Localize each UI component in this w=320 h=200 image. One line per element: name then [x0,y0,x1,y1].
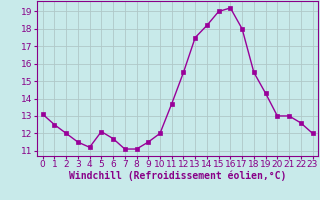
X-axis label: Windchill (Refroidissement éolien,°C): Windchill (Refroidissement éolien,°C) [69,171,286,181]
